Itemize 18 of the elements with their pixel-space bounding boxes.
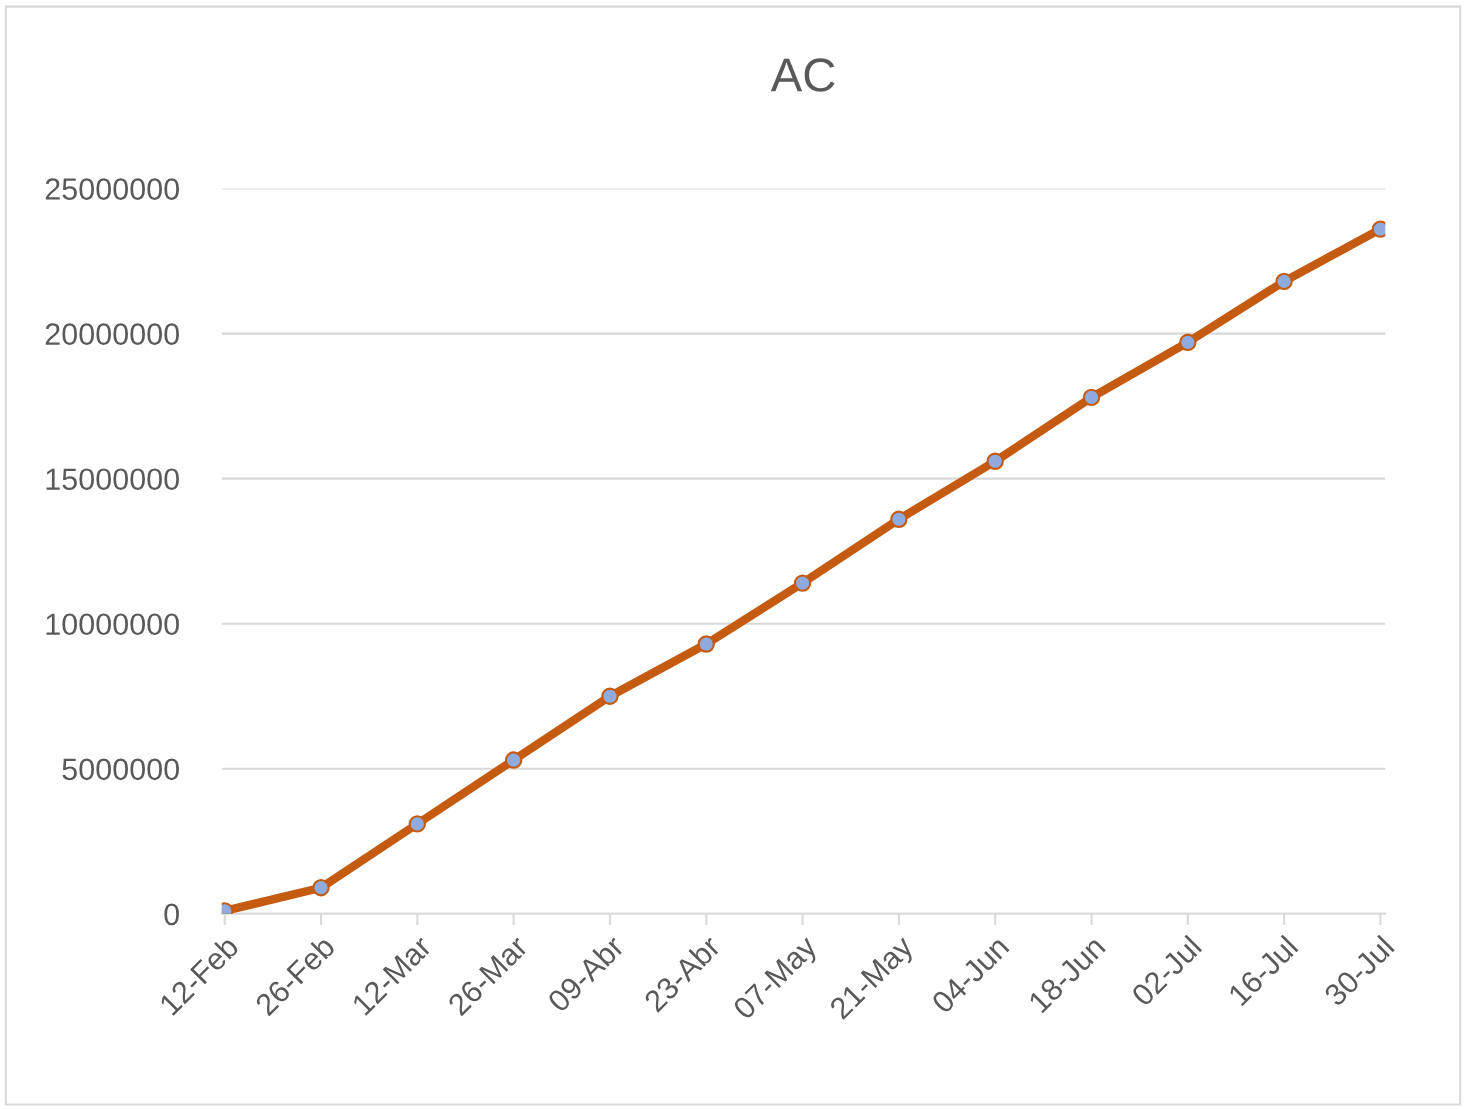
chart-title: AC (770, 58, 835, 92)
point (890, 510, 908, 528)
point (1275, 272, 1293, 291)
y-tick-label: 20000000 (45, 323, 179, 345)
y-tick-label: 10000000 (46, 613, 179, 636)
point (504, 751, 523, 769)
point (697, 635, 715, 653)
point (312, 879, 330, 897)
y-tick-label: 15000000 (46, 468, 179, 491)
point (408, 815, 427, 833)
point (986, 452, 1004, 470)
point (1179, 333, 1197, 351)
point (601, 687, 619, 705)
y-tick-label: 5000000 (62, 758, 179, 781)
point (1082, 388, 1101, 407)
y-tick-label: 25000000 (45, 178, 179, 200)
y-tick-label: 0 (164, 903, 179, 926)
point (793, 574, 812, 592)
